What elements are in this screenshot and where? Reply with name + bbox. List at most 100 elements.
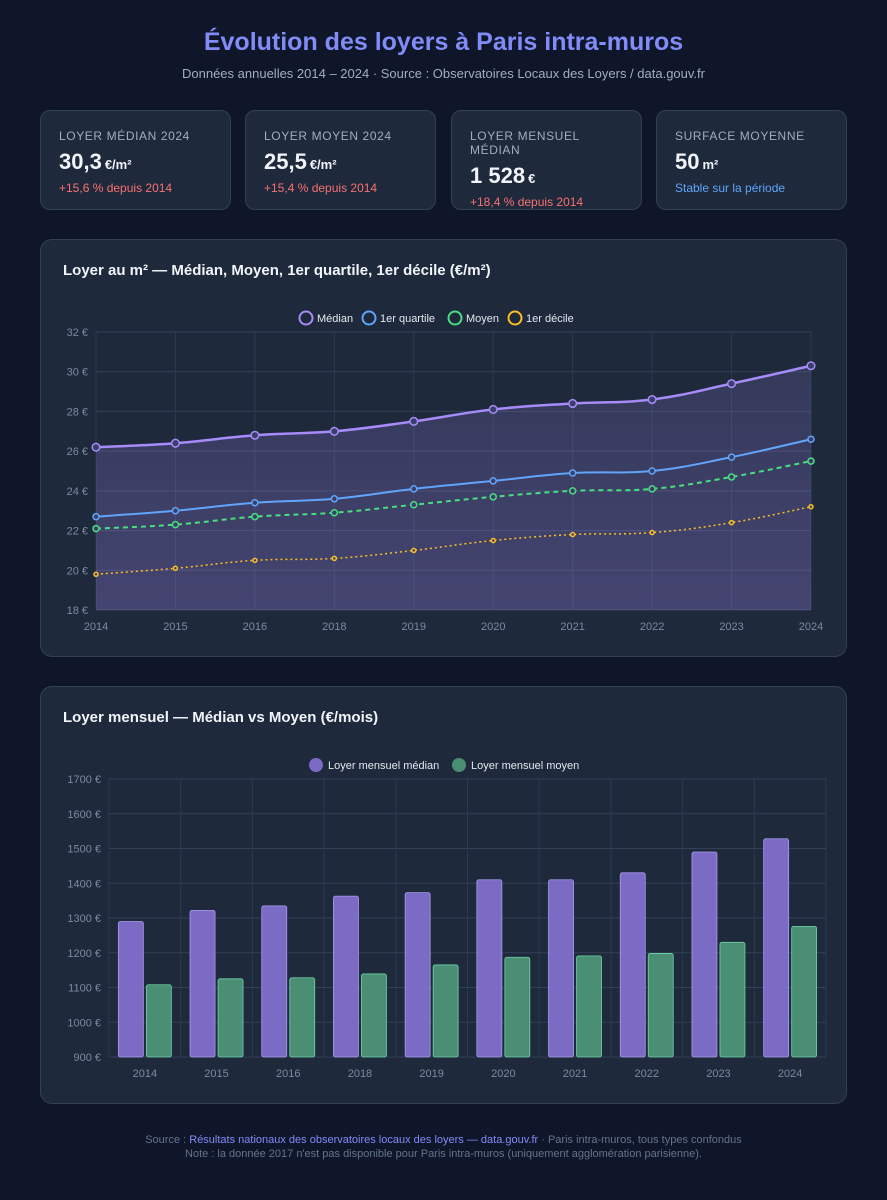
bar: Loyer mensuel moyen 2016 : 1128 € [289, 977, 316, 1058]
line-chart: 18 € 20 € 22 € 24 € 26 € 28 € 30 € 32 € 2014 2015… [67, 310, 823, 633]
kpi-delta: Stable sur la période [675, 181, 786, 195]
bar-chart: 900 € 1000 € 1100 € 1200 € 1300 € 1400 € 1500 … [67, 758, 827, 1080]
data-point: 1er décile 2021 : 21,8 € [569, 531, 576, 538]
data-point: 1er décile 2019 : 21 € [411, 547, 417, 554]
legend-marker [447, 310, 463, 326]
x-tick-label: 2018 [322, 621, 346, 633]
x-tick-label: 2016 [276, 1068, 300, 1080]
data-point: Médian 2023 : 29,4 € [727, 379, 737, 389]
x-tick-label: 2022 [640, 621, 664, 633]
legend-label: Moyen [466, 313, 499, 325]
data-point: Médian 2022 : 28,6 € [647, 394, 657, 405]
y-tick-label: 1300 € [67, 913, 101, 925]
data-point: Moyen 2014 : 22,1 € [92, 524, 100, 533]
bar: Loyer mensuel moyen 2022 : 1198 € [647, 953, 674, 1058]
kpi-unit: €/m² [309, 157, 337, 172]
y-tick-label: 26 € [67, 446, 88, 458]
data-point: 1er quartile 2022 : 25 € [648, 467, 656, 475]
x-tick-label: 2016 [243, 621, 267, 633]
kpi-value: 1 528 [470, 163, 526, 188]
data-point: Moyen 2020 : 23,7 € [489, 493, 497, 501]
data-point: 1er quartile 2016 : 23,4 € [251, 499, 259, 507]
bar: Loyer mensuel moyen 2021 : 1191 € [576, 955, 602, 1058]
data-point: 1er quartile 2020 : 24,5 € [489, 477, 497, 485]
kpi-label: Loyer médian 2024 [59, 129, 190, 143]
bar: Loyer mensuel moyen 2015 : 1125 € [217, 978, 244, 1058]
legend-label: 1er décile [526, 313, 574, 325]
bar: Loyer mensuel moyen 2024 : 1276 € [791, 925, 818, 1058]
kpi-card-median-m2: Loyer médian 2024 30,3 €/m² +15,6 % depui… [40, 110, 231, 210]
data-point: Moyen 2024 : 25,5 € [807, 457, 815, 465]
legend-marker [361, 310, 377, 326]
y-tick-label: 1000 € [67, 1017, 101, 1029]
data-point: Moyen 2023 : 24,7 € [727, 473, 736, 481]
data-point: Médian 2024 : 30,3 € [806, 361, 816, 371]
x-tick-label: 2021 [563, 1068, 587, 1080]
series-line [95, 438, 812, 518]
page-title: Évolution des loyers à Paris intra-muros [203, 28, 684, 56]
series-line [95, 364, 812, 449]
data-point: Médian 2018 : 27 € [329, 426, 339, 436]
bar: Loyer mensuel moyen 2014 : 1108 € [145, 984, 172, 1058]
data-point: Médian 2021 : 28,4 € [568, 398, 578, 409]
kpi-unit: m² [702, 157, 719, 172]
legend-label: Loyer mensuel médian [328, 760, 439, 772]
y-tick-label: 30 € [67, 367, 88, 379]
kpi-value: 50 [675, 149, 700, 174]
footer-source-link[interactable]: Résultats nationaux des observatoires lo… [189, 1134, 539, 1146]
legend-label: 1er quartile [380, 313, 435, 325]
data-point: 1er quartile 2024 : 26,6 € [807, 435, 815, 443]
data-point: 1er décile 2014 : 19,8 € [93, 571, 99, 578]
bar: Loyer mensuel médian 2022 : 1430 € [619, 872, 646, 1058]
kpi-label: Surface moyenne [675, 129, 805, 143]
data-point: Médian 2014 : 26,2 € [91, 442, 101, 452]
x-tick-label: 2019 [402, 621, 426, 633]
bar: Loyer mensuel moyen 2023 : 1230 € [719, 941, 746, 1058]
page-subtitle: Données annuelles 2014 – 2024 · Source :… [182, 66, 705, 81]
y-tick-label: 32 € [67, 327, 88, 339]
kpi-value: 25,5 [264, 149, 307, 174]
kpi-card-surface: Surface moyenne 50 m² Stable sur la pério… [656, 110, 847, 210]
data-point: Moyen 2015 : 22,3 € [171, 520, 180, 529]
data-point: 1er décile 2022 : 21,9 € [649, 529, 655, 536]
kpi-unit: €/m² [104, 157, 132, 172]
data-point: 1er décile 2018 : 20,6 € [331, 555, 338, 562]
data-point: 1er décile 2020 : 21,5 € [490, 537, 496, 544]
bar-chart-panel: Loyer mensuel — Médian vs Moyen (€/mois)… [40, 686, 847, 1104]
x-tick-label: 2020 [491, 1068, 515, 1080]
bar: Loyer mensuel médian 2020 : 1410 € [476, 879, 503, 1058]
x-tick-label: 2015 [163, 621, 187, 633]
y-tick-label: 1700 € [67, 774, 101, 786]
data-point: Moyen 2019 : 23,3 € [410, 501, 418, 509]
data-point: Médian 2019 : 27,5 € [409, 416, 419, 426]
y-tick-label: 20 € [67, 565, 88, 577]
data-point: 1er décile 2015 : 20,1 € [172, 565, 179, 572]
kpi-label: Loyer moyen 2024 [264, 129, 392, 143]
data-point: Moyen 2018 : 22,9 € [330, 508, 339, 517]
legend-marker [452, 758, 466, 772]
line-chart-title: Loyer au m² — Médian, Moyen, 1er quartil… [63, 262, 491, 279]
bar: Loyer mensuel médian 2019 : 1373 € [404, 892, 431, 1058]
legend-marker [309, 758, 323, 772]
bar: Loyer mensuel médian 2016 : 1335 € [261, 905, 288, 1058]
kpi-delta: +15,6 % depuis 2014 [59, 181, 173, 195]
data-point: 1er quartile 2015 : 23 € [171, 506, 180, 515]
kpi-label: Loyer mensuel médian [470, 129, 580, 157]
x-tick-label: 2024 [778, 1068, 802, 1080]
data-point: Médian 2016 : 26,8 € [250, 430, 260, 440]
y-tick-label: 24 € [67, 486, 88, 498]
data-point: 1er décile 2024 : 23,2 € [808, 503, 814, 510]
x-tick-label: 2022 [635, 1068, 659, 1080]
x-tick-label: 2021 [560, 621, 584, 633]
y-tick-label: 900 € [73, 1052, 101, 1064]
x-tick-label: 2015 [204, 1068, 228, 1080]
y-tick-label: 1200 € [67, 948, 101, 960]
bar: Loyer mensuel médian 2014 : 1290 € [117, 921, 144, 1058]
footer-note: Note : la donnée 2017 n'est pas disponib… [185, 1148, 702, 1160]
data-point: 1er quartile 2023 : 25,7 € [727, 453, 736, 461]
line-chart-panel: Loyer au m² — Médian, Moyen, 1er quartil… [40, 239, 847, 657]
y-tick-label: 1400 € [67, 878, 101, 890]
footer-source-suffix: · Paris intra-muros, tous types confondu… [538, 1134, 742, 1146]
x-tick-label: 2014 [133, 1068, 157, 1080]
bar: Loyer mensuel moyen 2019 : 1165 € [432, 964, 459, 1058]
